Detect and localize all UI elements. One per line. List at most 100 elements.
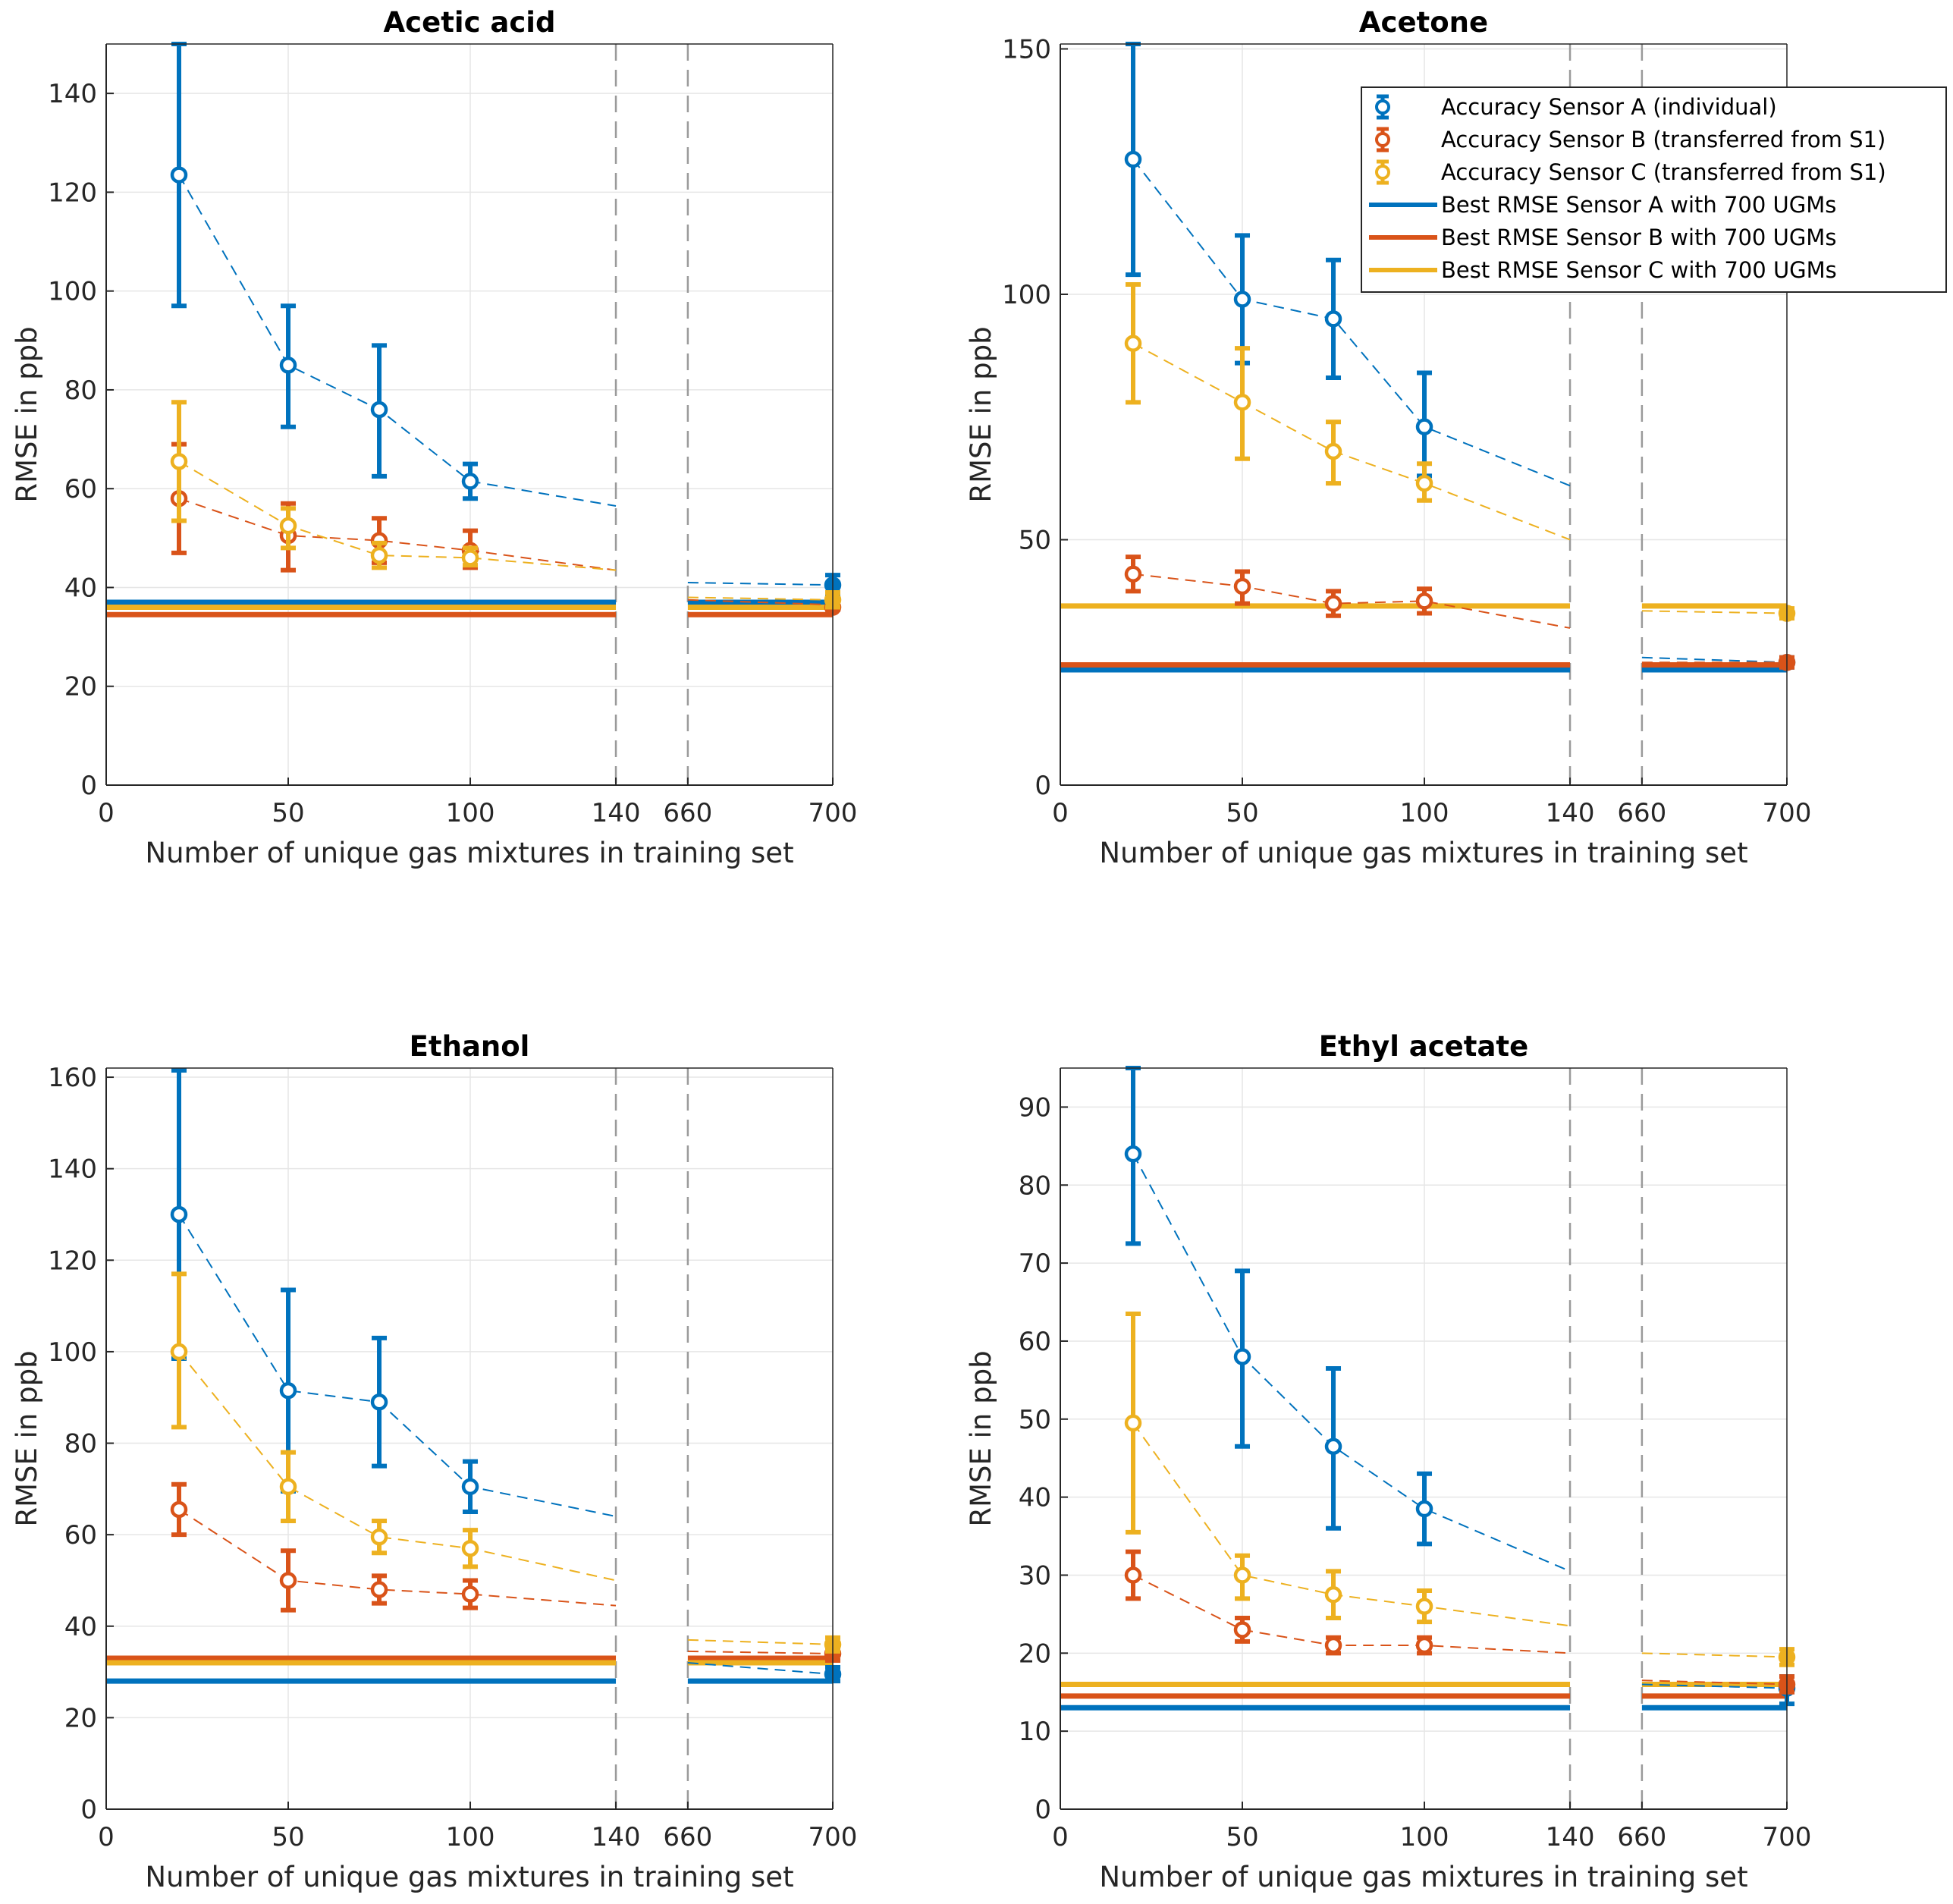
data-point-a — [1124, 150, 1142, 168]
y-axis-label: RMSE in ppb — [11, 1350, 43, 1526]
data-point-a — [279, 357, 297, 374]
x-tick-label: 50 — [272, 798, 304, 828]
x-tick-label: 700 — [809, 798, 858, 828]
legend-label: Accuracy Sensor A (individual) — [1441, 94, 1777, 120]
x-tick-label: 0 — [1052, 798, 1069, 828]
y-tick-label: 100 — [1002, 280, 1051, 310]
trend-line-a-right — [687, 581, 834, 586]
y-axis-label: RMSE in ppb — [11, 326, 43, 502]
data-point-a — [1233, 1348, 1251, 1365]
y-tick-label: 20 — [1019, 1639, 1051, 1669]
data-point-b — [1415, 1636, 1433, 1654]
y-tick-label: 0 — [1035, 1795, 1051, 1825]
data-point-c — [370, 1528, 388, 1546]
trend-line-b-right — [687, 1650, 834, 1654]
x-axis-label: Number of unique gas mixtures in trainin… — [145, 1861, 793, 1893]
y-tick-label: 0 — [80, 1795, 97, 1825]
y-tick-label: 120 — [48, 178, 97, 208]
x-tick-label: 140 — [1546, 798, 1595, 828]
x-tick-label: 100 — [446, 798, 495, 828]
data-point-b — [1233, 1621, 1251, 1639]
trend-line-c-right — [1641, 1652, 1788, 1658]
legend-box — [1361, 86, 1947, 293]
x-tick-label: 700 — [809, 1822, 858, 1852]
x-tick-label: 0 — [98, 798, 115, 828]
plot-area — [106, 44, 833, 785]
data-point-a — [1324, 1437, 1342, 1456]
data-point-c — [1415, 474, 1433, 492]
y-tick-label: 0 — [1035, 771, 1051, 801]
y-tick-label: 40 — [1019, 1483, 1051, 1513]
y-tick-label: 80 — [1019, 1170, 1051, 1201]
data-point-b — [1124, 1566, 1142, 1584]
data-point-c — [461, 549, 479, 567]
y-tick-label: 90 — [1019, 1092, 1051, 1123]
x-tick-label: 700 — [1763, 1822, 1812, 1852]
data-point-a — [1324, 310, 1342, 328]
data-point-c — [1124, 335, 1142, 352]
data-point-c — [1324, 1585, 1342, 1604]
x-tick-label: 100 — [446, 1822, 495, 1852]
y-tick-label: 70 — [1019, 1249, 1051, 1279]
chart-panel-2: 0 20 40 60 80 100 120 140 160 0 50 100 140 660 700 Etha… — [11, 1030, 857, 1893]
y-tick-label: 40 — [64, 573, 97, 603]
x-axis-label: Number of unique gas mixtures in trainin… — [145, 837, 793, 869]
legend: Accuracy Sensor A (individual) Accuracy S… — [1361, 86, 1947, 293]
trend-line-c-right — [1641, 610, 1788, 614]
y-tick-label: 160 — [48, 1063, 97, 1093]
y-tick-label: 60 — [64, 474, 97, 504]
data-point-c — [279, 1478, 297, 1496]
legend-label: Accuracy Sensor C (transferred from S1) — [1441, 159, 1886, 185]
data-point-b — [370, 1581, 388, 1598]
x-tick-label: 0 — [1052, 1822, 1069, 1852]
y-tick-label: 100 — [48, 1337, 97, 1368]
chart-title: Ethyl acetate — [1319, 1030, 1528, 1063]
data-point-c — [170, 453, 188, 470]
y-tick-label: 50 — [1019, 1405, 1051, 1435]
data-point-b — [1324, 595, 1342, 612]
x-tick-label: 50 — [272, 1822, 304, 1852]
y-tick-label: 80 — [64, 375, 97, 406]
data-point-b — [1415, 592, 1433, 610]
legend-marker — [1375, 132, 1390, 147]
data-point-c — [1124, 1414, 1142, 1432]
data-point-b — [279, 1572, 297, 1589]
trend-line-c-right — [687, 596, 834, 601]
data-point-b — [461, 1585, 479, 1603]
x-tick-label: 100 — [1400, 1822, 1449, 1852]
y-tick-label: 0 — [80, 771, 97, 801]
y-tick-label: 60 — [1019, 1327, 1051, 1357]
x-tick-label: 660 — [663, 1822, 712, 1852]
data-point-a — [170, 166, 188, 184]
data-point-c — [1415, 1598, 1433, 1615]
y-axis-label: RMSE in ppb — [965, 326, 997, 502]
y-tick-label: 100 — [48, 277, 97, 307]
y-tick-label: 20 — [64, 1703, 97, 1733]
x-tick-label: 50 — [1226, 798, 1258, 828]
trend-line-a-right — [687, 1662, 834, 1676]
chart-title: Acetic acid — [384, 6, 556, 39]
data-point-c — [1233, 394, 1251, 411]
x-tick-label: 660 — [1617, 1822, 1666, 1852]
y-tick-label: 20 — [64, 672, 97, 702]
chart-title: Ethanol — [410, 1030, 530, 1063]
data-point-b — [1233, 577, 1251, 595]
legend-label: Accuracy Sensor B (transferred from S1) — [1441, 127, 1885, 152]
y-tick-label: 30 — [1019, 1560, 1051, 1591]
data-point-a — [170, 1205, 188, 1224]
x-tick-label: 660 — [663, 798, 712, 828]
data-point-c — [1233, 1566, 1251, 1584]
plot-area — [106, 1068, 833, 1809]
legend-label: Best RMSE Sensor B with 700 UGMs — [1441, 225, 1836, 250]
x-tick-label: 0 — [98, 1822, 115, 1852]
trend-line-a-right — [1641, 1683, 1788, 1689]
y-tick-label: 50 — [1019, 525, 1051, 555]
data-point-a — [1415, 1500, 1433, 1518]
chart-panel-1: 0 50 100 150 0 50 100 140 660 700 Acetone Number of… — [965, 6, 1947, 869]
legend-label: Best RMSE Sensor C with 700 UGMs — [1441, 257, 1837, 283]
x-tick-label: 660 — [1617, 798, 1666, 828]
y-tick-label: 80 — [64, 1429, 97, 1459]
y-tick-label: 60 — [64, 1520, 97, 1551]
x-axis-label: Number of unique gas mixtures in trainin… — [1099, 1861, 1747, 1893]
